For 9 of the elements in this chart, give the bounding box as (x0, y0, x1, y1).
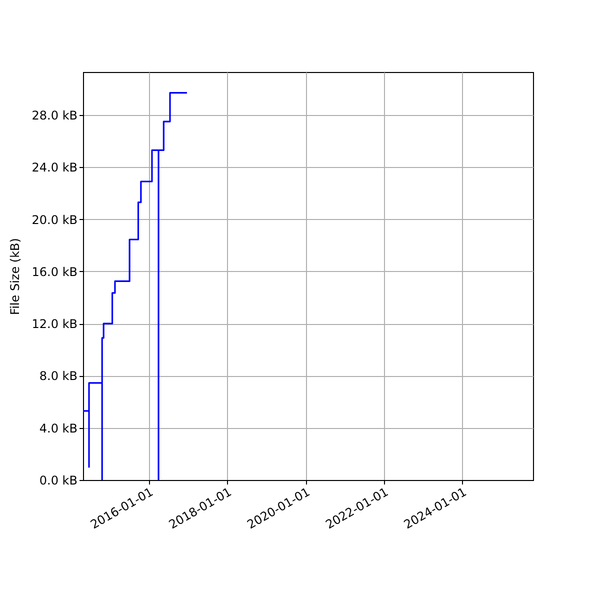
y-tick-label: 20.0 kB (32, 212, 78, 227)
y-tick-label: 24.0 kB (32, 160, 78, 175)
y-tick-label: 28.0 kB (32, 108, 78, 123)
y-tick-label: 16.0 kB (32, 264, 78, 279)
y-tick-label: 12.0 kB (32, 317, 78, 332)
y-tick-label: 8.0 kB (39, 369, 78, 384)
y-tick-label: 4.0 kB (39, 421, 78, 436)
y-tick-label: 0.0 kB (39, 474, 78, 488)
y-axis-title: File Size (kB) (8, 238, 22, 315)
